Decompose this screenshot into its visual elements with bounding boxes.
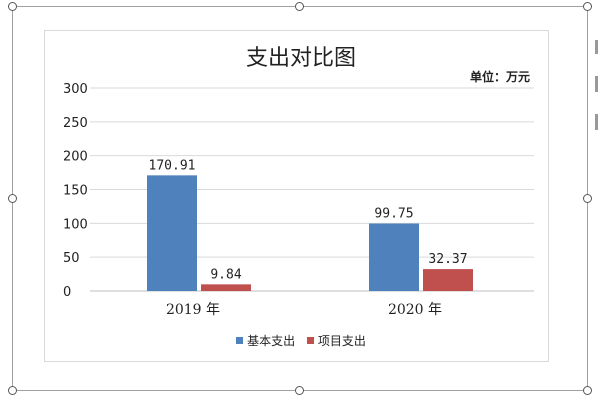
data-label-1-1: 32.37 (428, 252, 467, 267)
chart-area[interactable] (44, 30, 549, 362)
resize-handle-top-right[interactable] (583, 2, 592, 11)
legend-swatch-1 (306, 337, 314, 344)
resize-handle-bottom-left[interactable] (8, 386, 17, 395)
legend-swatch-0 (236, 337, 244, 344)
data-label-0-0: 170.91 (149, 158, 196, 173)
data-label-1-0: 9.84 (210, 267, 241, 282)
side-panel-edge (593, 30, 602, 150)
unit-label: 单位：万元 (469, 70, 530, 84)
bar-1-1 (423, 269, 473, 291)
legend-label-1: 项目支出 (317, 334, 366, 348)
y-tick-label-6: 300 (63, 82, 88, 97)
bar-0-0 (147, 175, 197, 291)
resize-handle-top-left[interactable] (8, 2, 17, 11)
chart-title: 支出对比图 (245, 46, 356, 71)
x-category-label-1: 2020 年 (388, 302, 442, 318)
bar-1-0 (201, 284, 251, 291)
y-tick-label-0: 0 (63, 285, 71, 300)
y-tick-label-3: 150 (63, 184, 88, 199)
legend-item-0: 基本支出 (236, 332, 295, 349)
x-category-label-0: 2019 年 (166, 302, 220, 318)
y-tick-label-2: 100 (63, 217, 88, 232)
legend-label-0: 基本支出 (247, 334, 296, 348)
resize-handle-bottom-right[interactable] (583, 386, 592, 395)
resize-handle-middle-left[interactable] (8, 194, 17, 203)
data-label-0-1: 99.75 (374, 207, 413, 222)
legend: 基本支出 项目支出 (0, 332, 602, 349)
y-tick-label-5: 250 (63, 116, 88, 131)
legend-item-1: 项目支出 (306, 332, 366, 349)
resize-handle-bottom-center[interactable] (295, 386, 304, 395)
y-tick-label-4: 200 (63, 150, 88, 165)
resize-handle-middle-right[interactable] (583, 194, 592, 203)
y-tick-label-1: 50 (63, 251, 80, 266)
resize-handle-top-center[interactable] (295, 2, 304, 11)
bar-0-1 (369, 223, 419, 291)
